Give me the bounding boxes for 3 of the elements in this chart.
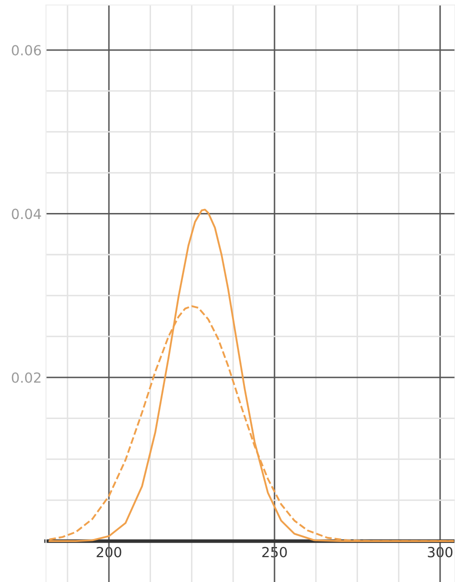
y-tick-label: 0.04 bbox=[12, 208, 42, 220]
y-tick-label: 0.02 bbox=[12, 372, 40, 383]
y-tick-label: 0.06 bbox=[12, 44, 41, 56]
